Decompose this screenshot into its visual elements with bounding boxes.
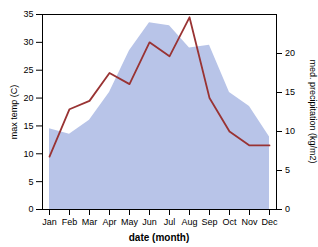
svg-text:Oct: Oct	[222, 217, 237, 227]
svg-text:25: 25	[23, 65, 33, 75]
svg-text:date (month): date (month)	[129, 232, 190, 243]
svg-text:15: 15	[285, 87, 295, 97]
svg-text:Jul: Jul	[164, 217, 176, 227]
svg-text:Apr: Apr	[102, 217, 116, 227]
svg-text:Sep: Sep	[201, 217, 217, 227]
svg-text:Jan: Jan	[42, 217, 57, 227]
svg-text:35: 35	[23, 9, 33, 19]
svg-text:0: 0	[285, 204, 290, 214]
svg-text:med. precipitation (kg/m2): med. precipitation (kg/m2)	[308, 59, 318, 163]
svg-text:5: 5	[28, 177, 33, 187]
svg-text:15: 15	[23, 121, 33, 131]
svg-text:5: 5	[285, 165, 290, 175]
svg-text:Jun: Jun	[142, 217, 157, 227]
svg-text:Feb: Feb	[62, 217, 78, 227]
svg-text:0: 0	[28, 204, 33, 214]
svg-text:Mar: Mar	[82, 217, 98, 227]
svg-text:May: May	[121, 217, 139, 227]
svg-text:10: 10	[285, 126, 295, 136]
svg-text:Nov: Nov	[241, 217, 258, 227]
svg-text:10: 10	[23, 149, 33, 159]
svg-text:Aug: Aug	[181, 217, 197, 227]
svg-text:max temp (C): max temp (C)	[9, 85, 19, 140]
svg-text:20: 20	[285, 48, 295, 58]
svg-text:Dec: Dec	[261, 217, 278, 227]
svg-text:30: 30	[23, 37, 33, 47]
svg-text:20: 20	[23, 93, 33, 103]
